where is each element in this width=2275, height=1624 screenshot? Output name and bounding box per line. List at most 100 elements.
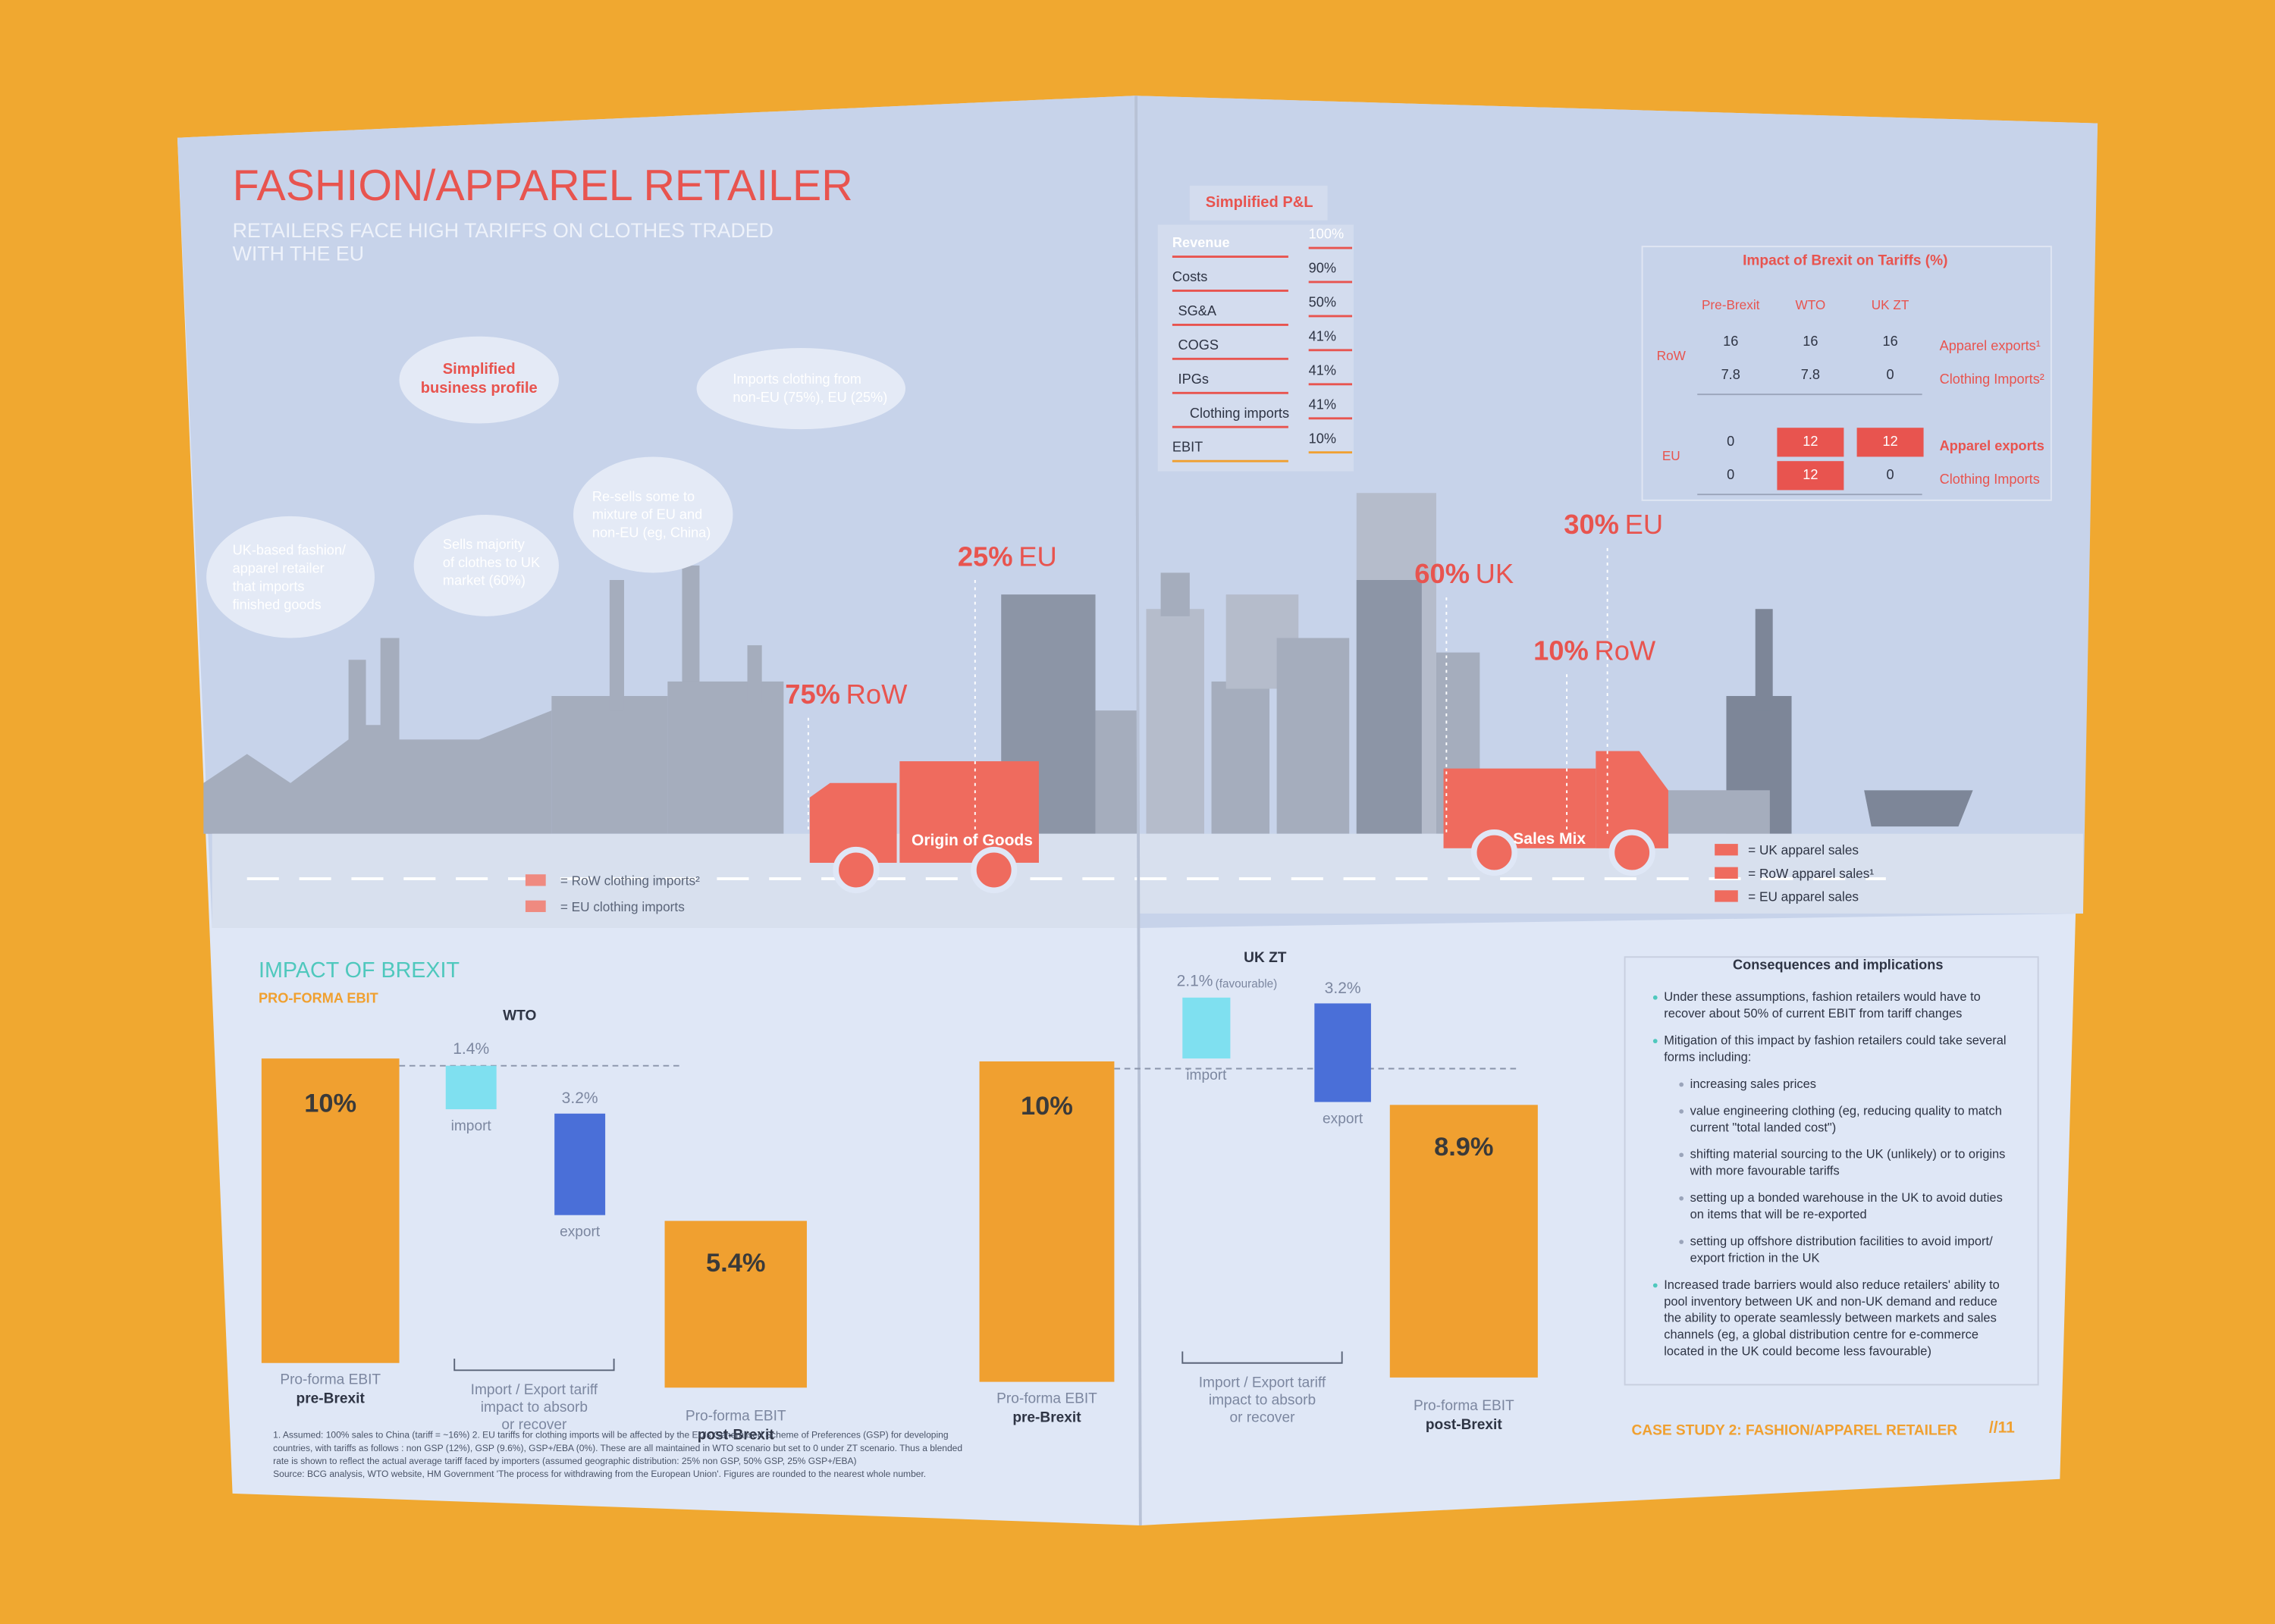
subtitle: RETAILERS FACE HIGH TARIFFS ON CLOTHES T… (233, 219, 774, 242)
bar-caption: import (1186, 1068, 1227, 1083)
legend-icon (1715, 867, 1738, 879)
axis-caption: Pro-forma EBIT (1414, 1398, 1514, 1414)
profile-note: non-EU (eg, China) (592, 525, 711, 541)
bar-note: (favourable) (1216, 978, 1278, 991)
bar-label: 3.2% (562, 1089, 598, 1107)
share-label: 10% RoW (1533, 635, 1656, 666)
box-text: forms including: (1664, 1051, 1751, 1064)
tariff-region: EU (1662, 448, 1680, 463)
legend-label: = RoW clothing imports² (560, 873, 700, 888)
share-pct: 10% (1533, 635, 1589, 666)
footnote: Source: BCG analysis, WTO website, HM Go… (273, 1469, 926, 1479)
bar-export (554, 1113, 606, 1215)
bar-label: 3.2% (1325, 980, 1361, 997)
pnl-label: IPGs (1178, 372, 1209, 387)
share-label: 60% UK (1414, 558, 1514, 589)
box-text: setting up a bonded warehouse in the UK … (1690, 1191, 2003, 1205)
page-number: //11 (1989, 1419, 2015, 1436)
pnl-title: Simplified P&L (1206, 194, 1313, 211)
profile-note: Re-sells some to (592, 489, 695, 504)
tariff-value: 7.8 (1801, 367, 1820, 382)
share-label: 75% RoW (785, 679, 908, 710)
legend-icon (1715, 890, 1738, 902)
tariff-value: 16 (1882, 334, 1897, 349)
pnl-box (1157, 224, 1354, 472)
pnl-label: EBIT (1172, 440, 1203, 455)
footnote: 1. Assumed: 100% sales to China (tariff … (273, 1430, 948, 1441)
bar-export (1314, 1003, 1371, 1102)
bar-caption: export (560, 1224, 601, 1240)
bar-post (1389, 1105, 1538, 1378)
profile-note: finished goods (233, 597, 322, 612)
bullet (1679, 1109, 1684, 1114)
axis-caption: impact to absorb (481, 1400, 588, 1416)
tariff-value: 0 (1727, 434, 1734, 449)
section-title: IMPACT OF BREXIT (259, 958, 460, 983)
bar-label: 8.9% (1434, 1133, 1493, 1162)
pnl-value: 41% (1309, 397, 1336, 412)
box-text: shifting material sourcing to the UK (un… (1690, 1148, 2006, 1162)
chart-heading: WTO (503, 1008, 536, 1024)
share-region: RoW (846, 679, 908, 710)
box-text: channels (eg, a global distribution cent… (1664, 1328, 1978, 1342)
bar-label: 10% (1021, 1092, 1073, 1121)
pnl-value: 10% (1309, 431, 1336, 446)
legend-icon (525, 874, 546, 886)
bar-pre (979, 1061, 1115, 1382)
tariff-box (1641, 246, 2052, 501)
profile-note: of clothes to UK (443, 555, 540, 570)
share-region: RoW (1594, 635, 1655, 666)
share-pct: 25% (958, 541, 1013, 572)
box-text: recover about 50% of current EBIT from t… (1664, 1007, 1962, 1020)
skyline (203, 493, 1973, 834)
pnl-label: SG&A (1178, 303, 1217, 318)
axis-caption: post-Brexit (698, 1427, 775, 1443)
legend-label: = RoW apparel sales¹ (1748, 866, 1874, 881)
axis-caption: pre-Brexit (297, 1391, 366, 1407)
pnl-value: 100% (1309, 227, 1344, 242)
title: FASHION/APPAREL RETAILER (233, 161, 853, 210)
bar-label: 1.4% (453, 1040, 489, 1058)
bracket (1181, 1351, 1343, 1364)
tariff-highlight (1856, 428, 1924, 457)
pnl-label: COGS (1178, 337, 1219, 353)
axis-caption: pre-Brexit (1012, 1409, 1081, 1425)
pnl-value: 50% (1309, 295, 1336, 310)
footnote: rate is shown to reflect the actual aver… (273, 1456, 856, 1466)
tariff-value: 7.8 (1721, 367, 1740, 382)
share-pct: 60% (1414, 558, 1470, 589)
share-region: EU (1625, 509, 1663, 540)
axis-caption: Pro-forma EBIT (686, 1409, 786, 1425)
tariff-row-label: Clothing Imports (1940, 472, 2040, 487)
bar-import (1182, 997, 1231, 1059)
box-text: on items that will be re-exported (1690, 1208, 1867, 1221)
bullet (1679, 1152, 1684, 1158)
box-text: setting up offshore distribution facilit… (1690, 1234, 1993, 1248)
bar-pre (261, 1058, 400, 1363)
axis-caption: post-Brexit (1426, 1417, 1503, 1433)
tariff-title: Impact of Brexit on Tariffs (%) (1743, 252, 1947, 268)
box-text: Increased trade barriers would also redu… (1664, 1278, 2000, 1292)
box-title: Consequences and implications (1733, 958, 1943, 973)
truck-label: Sales Mix (1513, 830, 1586, 848)
tariff-value: 0 (1887, 467, 1894, 482)
pnl-tab (1189, 185, 1328, 221)
box-text: Under these assumptions, fashion retaile… (1664, 990, 1981, 1004)
tariff-value: 16 (1723, 334, 1738, 349)
bar-label: 2.1% (1177, 972, 1213, 989)
axis-caption: impact to absorb (1209, 1393, 1316, 1409)
box-text: increasing sales prices (1690, 1077, 1816, 1091)
tariff-row-label: Apparel exports¹ (1940, 338, 2041, 353)
axis-caption: Import / Export tariff (471, 1382, 598, 1398)
legend-label: = EU clothing imports (560, 899, 685, 914)
legend-icon (525, 900, 546, 912)
tariff-value: 12 (1803, 434, 1818, 449)
profile-note: mixture of EU and (592, 507, 702, 522)
tariff-region: RoW (1657, 348, 1687, 363)
clouds (206, 336, 905, 638)
profile-note: apparel retailer (233, 560, 325, 575)
axis-caption: or recover (501, 1417, 567, 1433)
profile-note: non-EU (75%), EU (25%) (733, 390, 887, 405)
bar-label: 10% (304, 1089, 356, 1118)
